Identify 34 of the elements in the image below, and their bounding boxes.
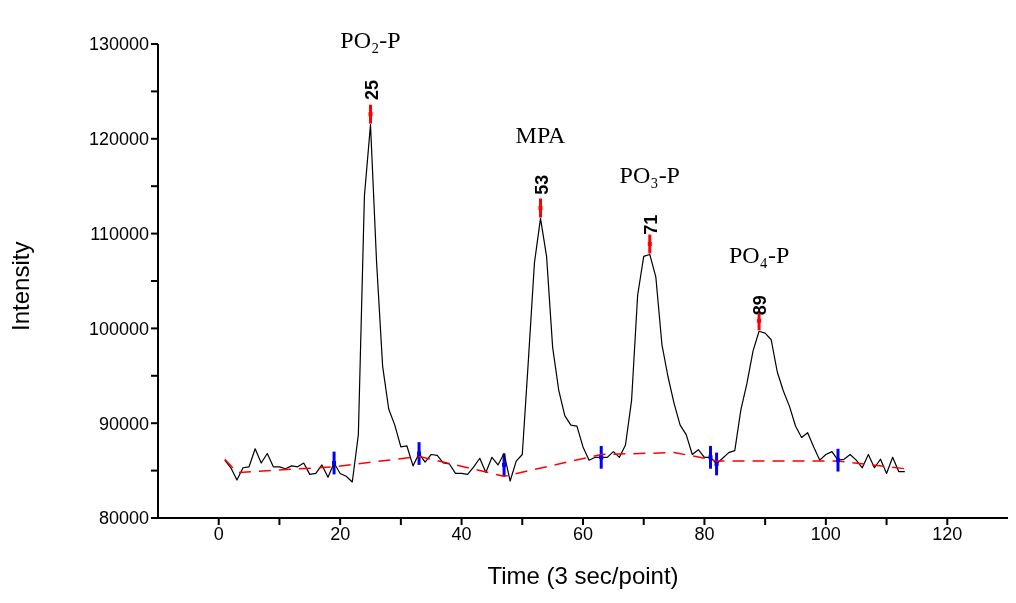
x-tick-label: 80 — [694, 523, 715, 544]
annotation: PO₄-P — [728, 242, 790, 269]
y-tick-label: 110000 — [90, 223, 149, 244]
y-tick-label: 80000 — [98, 508, 149, 529]
annotation: 71 — [640, 214, 661, 235]
line-series — [224, 451, 906, 478]
point — [502, 462, 507, 467]
x-tick-label: 20 — [330, 523, 351, 544]
x-axis-title: Time (3 sec/point) — [487, 562, 679, 589]
point — [647, 242, 652, 247]
annotation: MPA — [515, 121, 567, 148]
y-tick-label: 90000 — [98, 413, 149, 434]
point — [599, 455, 604, 460]
point — [836, 458, 840, 463]
x-tick-label: 40 — [451, 523, 472, 544]
x-tick-label: 100 — [810, 523, 841, 544]
annotation: 25 — [361, 80, 382, 101]
annotation: 89 — [750, 295, 771, 316]
point — [332, 461, 337, 466]
x-tick-label: 60 — [572, 523, 594, 544]
y-tick-label: 130000 — [88, 34, 149, 55]
x-tick-label: 120 — [932, 523, 963, 544]
x-tick-label: 0 — [213, 523, 224, 544]
y-axis-title: Intensity — [6, 241, 34, 331]
point — [757, 318, 762, 323]
line-series — [224, 123, 906, 483]
y-tick-label: 100000 — [88, 318, 149, 339]
point — [708, 455, 713, 460]
point — [417, 451, 422, 456]
annotation: PO₃-P — [619, 161, 680, 188]
point — [714, 461, 719, 466]
y-tick-label: 120000 — [88, 129, 149, 150]
annotation: 53 — [531, 174, 552, 195]
annotation: PO₂-P — [340, 27, 401, 54]
